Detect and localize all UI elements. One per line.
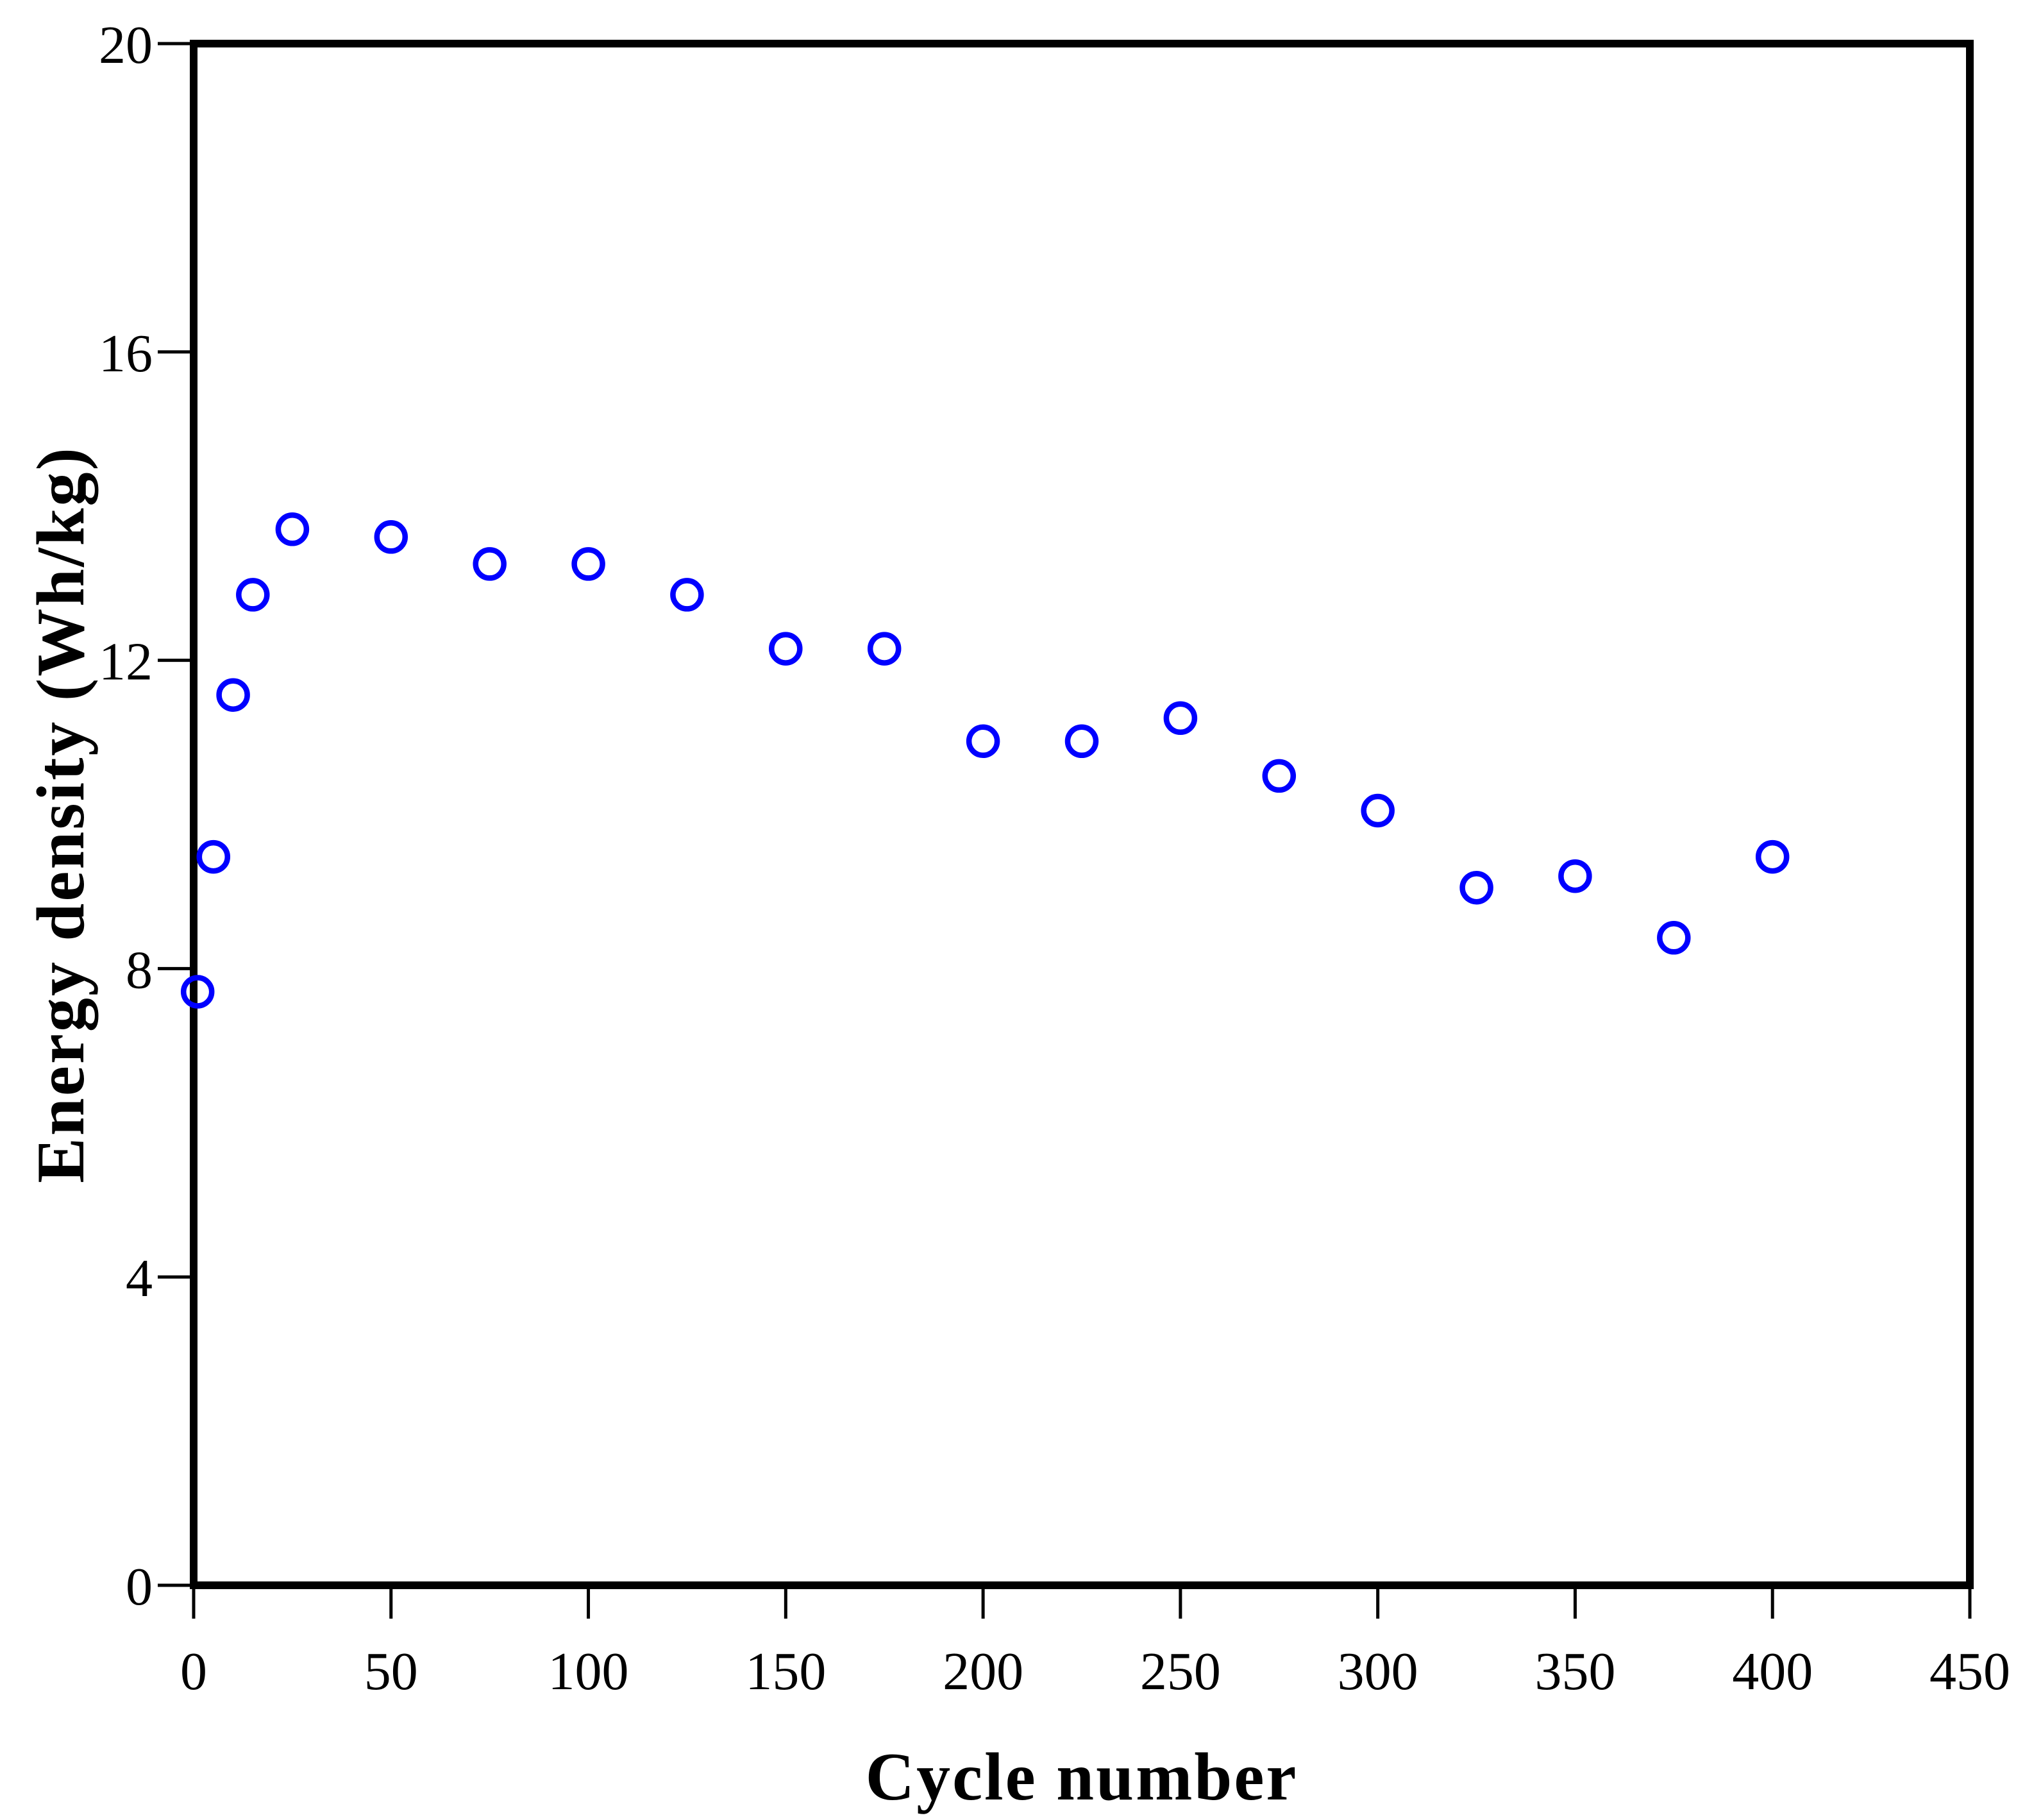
y-axis-title: Energy density (Wh/kg) xyxy=(23,446,98,1183)
data-point xyxy=(1262,759,1297,793)
data-point xyxy=(966,724,1000,759)
x-tick-label: 200 xyxy=(943,1642,1023,1701)
x-axis-ticks: 0 50 100 150 200 250 300 350 400 450 xyxy=(180,1589,2010,1701)
y-tick-label: 8 xyxy=(126,940,153,1000)
x-tick-label: 50 xyxy=(364,1642,418,1701)
x-tick-label: 150 xyxy=(745,1642,826,1701)
data-point xyxy=(867,632,902,666)
data-point xyxy=(1361,793,1395,828)
data-point xyxy=(571,547,605,581)
data-point xyxy=(670,578,704,612)
y-tick-label: 20 xyxy=(99,15,153,75)
data-point xyxy=(196,839,231,874)
data-point xyxy=(1163,701,1198,736)
x-tick-label: 0 xyxy=(180,1642,207,1701)
x-tick-label: 100 xyxy=(548,1642,629,1701)
data-point xyxy=(275,512,310,546)
data-point xyxy=(1558,859,1592,893)
y-tick-label: 4 xyxy=(126,1249,153,1308)
data-point xyxy=(1657,921,1691,955)
y-tick-label: 12 xyxy=(99,632,153,692)
y-axis-ticks: 0 4 8 12 16 20 xyxy=(99,15,190,1617)
plot-area-border xyxy=(190,40,1974,1589)
data-point xyxy=(216,678,250,712)
data-point xyxy=(180,975,215,1009)
y-tick-label: 16 xyxy=(99,324,153,383)
x-tick-label: 450 xyxy=(1929,1642,2010,1701)
data-point xyxy=(1459,870,1493,905)
y-tick-label: 0 xyxy=(126,1557,153,1617)
data-point xyxy=(374,520,408,554)
x-tick-label: 400 xyxy=(1732,1642,1813,1701)
data-point xyxy=(473,547,507,581)
x-tick-label: 300 xyxy=(1338,1642,1418,1701)
data-point xyxy=(1064,724,1099,759)
data-point xyxy=(1755,839,1790,874)
data-point xyxy=(236,578,270,612)
data-point xyxy=(769,632,803,666)
x-tick-label: 250 xyxy=(1140,1642,1221,1701)
x-axis-title: Cycle number xyxy=(866,1739,1298,1814)
x-tick-label: 350 xyxy=(1534,1642,1615,1701)
data-points-series xyxy=(180,512,1790,1009)
